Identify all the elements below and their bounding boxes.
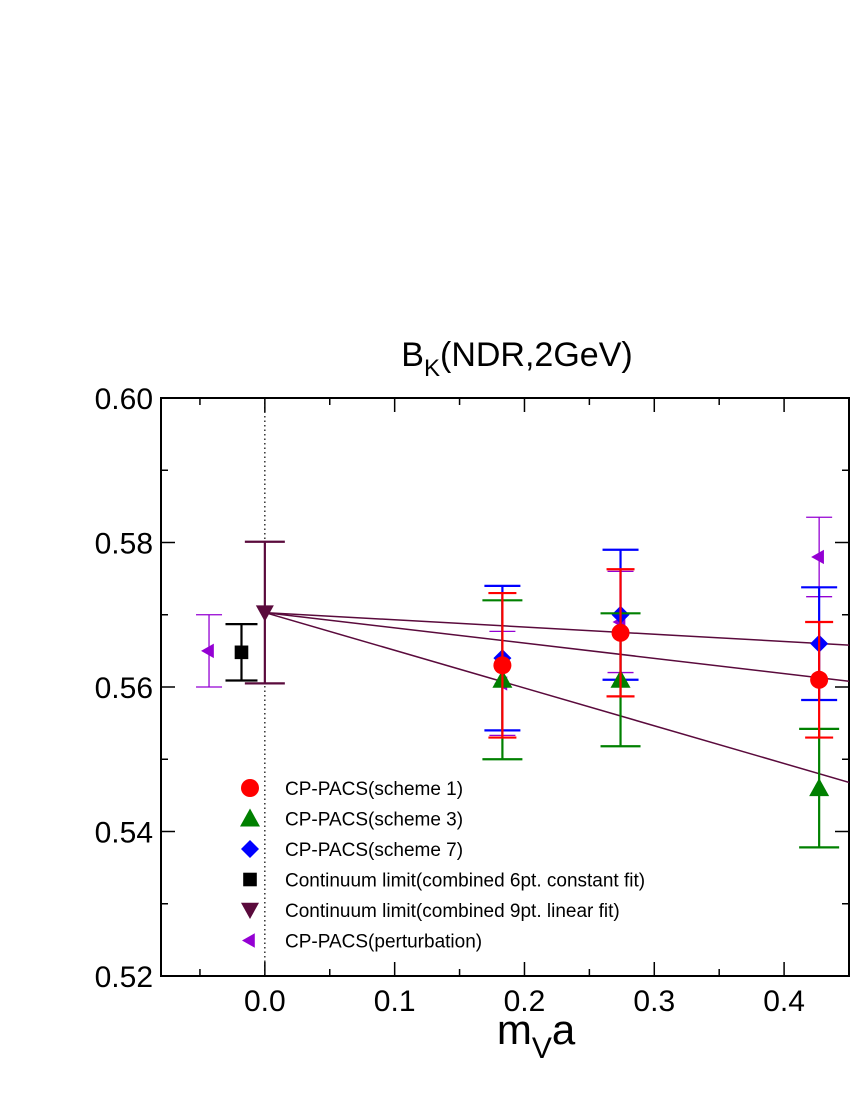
x-tick-label: 0.0 xyxy=(244,985,286,1018)
x-axis-label-sub: V xyxy=(532,1032,552,1065)
x-axis-label-main: m xyxy=(497,1006,532,1053)
plot-area: 0.0 0.1 0.2 0.3 0.4 0.52 0.54 0.56 0.58 0.60 CP-PA… xyxy=(95,383,850,1018)
data-point xyxy=(810,670,829,689)
series-0 xyxy=(488,568,834,739)
chart-title: BK(NDR,2GeV) xyxy=(401,336,632,382)
series-2 xyxy=(484,548,838,732)
y-tick-label: 0.54 xyxy=(95,817,153,850)
legend-marker xyxy=(241,840,259,858)
x-axis-label: mVa xyxy=(497,1006,576,1065)
fit-line xyxy=(264,611,849,682)
fit-line xyxy=(264,611,849,784)
data-point xyxy=(234,645,249,660)
y-tick-label: 0.52 xyxy=(95,961,153,994)
legend-label: CP-PACS(scheme 3) xyxy=(285,810,463,831)
data-point xyxy=(809,778,830,797)
y-tick-label: 0.60 xyxy=(95,383,153,416)
legend-label: CP-PACS(scheme 1) xyxy=(285,779,463,800)
data-point xyxy=(493,656,512,675)
series-3 xyxy=(225,623,258,682)
legend-marker xyxy=(240,808,260,827)
legend-label: Continuum limit(combined 9pt. linear fit… xyxy=(285,901,620,922)
x-axis-label-rest: a xyxy=(552,1006,576,1053)
chart-title-rest: (NDR,2GeV) xyxy=(440,336,633,374)
legend-label: CP-PACS(perturbation) xyxy=(285,932,482,953)
y-tick-label: 0.56 xyxy=(95,672,153,705)
data-point xyxy=(201,643,214,659)
series-4 xyxy=(244,540,285,685)
series-1 xyxy=(482,599,840,849)
x-tick-label: 0.3 xyxy=(633,985,675,1018)
chart-title-main: B xyxy=(401,336,424,374)
legend-label: CP-PACS(scheme 7) xyxy=(285,840,463,861)
legend-marker xyxy=(241,779,259,797)
legend-marker xyxy=(242,933,255,948)
y-tick-label: 0.58 xyxy=(95,528,153,561)
data-point xyxy=(811,549,824,565)
x-tick-label: 0.2 xyxy=(504,985,546,1018)
legend-label: Continuum limit(combined 6pt. constant f… xyxy=(285,871,645,892)
data-point xyxy=(611,623,630,642)
fit-line xyxy=(264,611,849,646)
legend: CP-PACS(scheme 1) CP-PACS(scheme 3) CP-PAC… xyxy=(240,779,645,953)
legend-marker xyxy=(243,872,257,887)
x-tick-label: 0.4 xyxy=(763,985,805,1018)
x-tick-label: 0.1 xyxy=(374,985,416,1018)
legend-marker xyxy=(241,902,259,919)
chart-title-sub: K xyxy=(424,355,440,382)
data-point xyxy=(255,605,274,622)
fit-lines xyxy=(264,611,849,784)
